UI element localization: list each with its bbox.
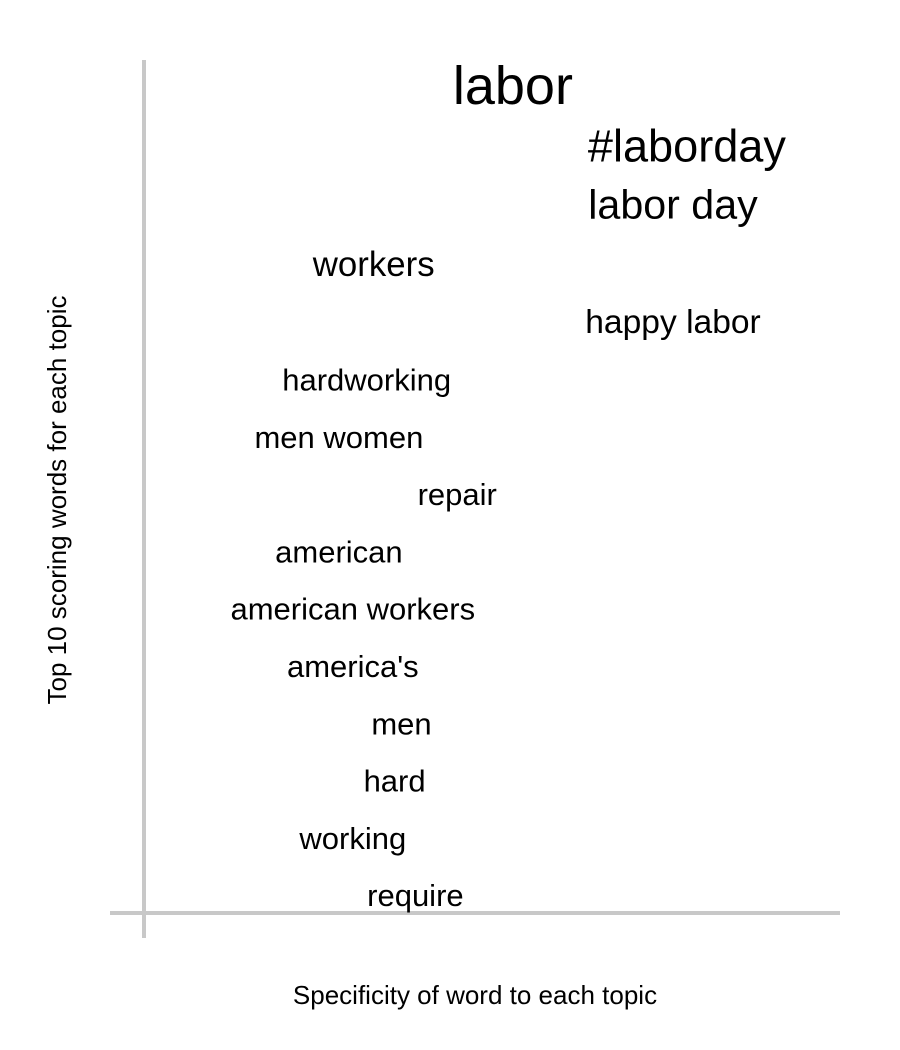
word-label: workers xyxy=(312,245,435,284)
x-axis-label: Specificity of word to each topic xyxy=(293,980,657,1010)
word-label: working xyxy=(298,821,406,856)
word-label: happy labor xyxy=(585,304,760,341)
word-label: america's xyxy=(287,649,419,684)
word-label: hard xyxy=(364,764,426,799)
word-label: labor xyxy=(453,56,573,116)
word-label: hardworking xyxy=(282,363,451,398)
word-label: repair xyxy=(418,477,497,512)
word-label: require xyxy=(367,878,464,913)
word-labels-group: labor #laborday labor day workers happy labo… xyxy=(230,56,786,913)
word-label: labor day xyxy=(588,182,758,228)
word-label: men xyxy=(371,706,431,741)
word-label: american workers xyxy=(230,592,475,627)
y-axis-label: Top 10 scoring words for each topic xyxy=(42,296,72,705)
word-label: men women xyxy=(254,420,423,455)
word-label: american xyxy=(275,534,403,569)
word-label: #laborday xyxy=(588,120,787,171)
